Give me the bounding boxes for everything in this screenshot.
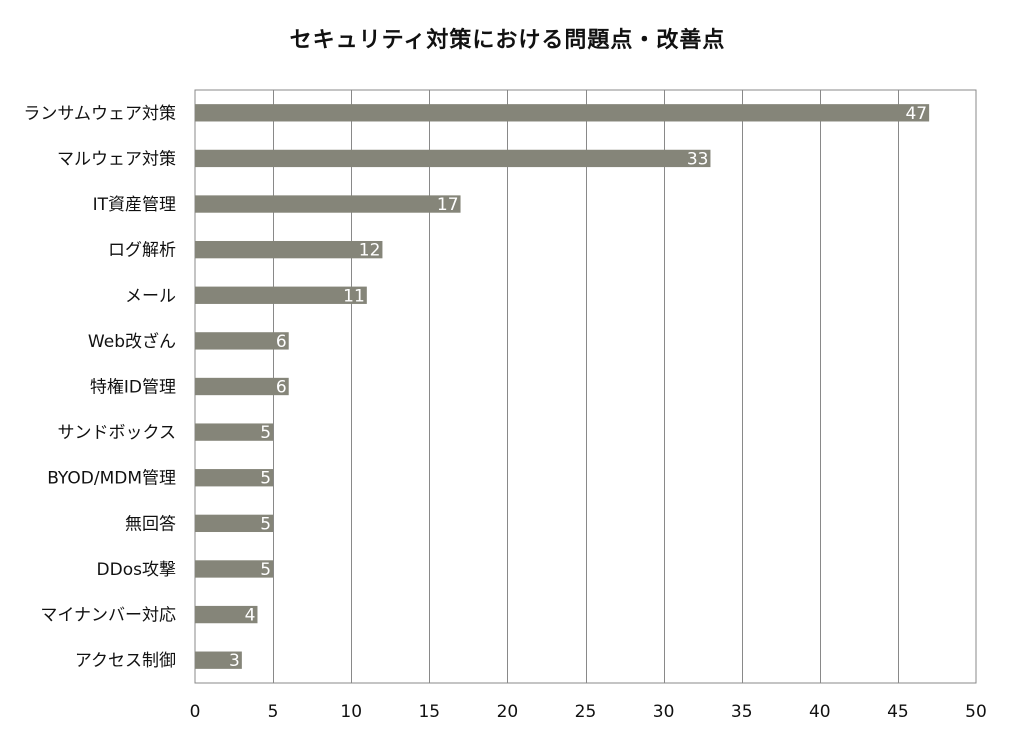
x-tick-label: 30 [653,702,675,722]
chart-title: セキュリティ対策における問題点・改善点 [289,28,726,53]
bar [195,514,274,533]
x-tick-label: 45 [887,702,909,722]
category-label: Web改ざん [88,331,176,352]
category-label: マルウェア対策 [57,149,176,169]
data-label: 5 [260,514,271,534]
bar [195,104,930,122]
x-tick-label: 20 [497,702,519,722]
category-label: IT資産管理 [93,195,176,215]
x-tick-label: 5 [268,702,279,722]
category-label: メール [125,286,176,306]
bar [195,240,383,259]
data-label: 5 [260,423,271,443]
category-label: サンドボックス [58,423,177,443]
plot-area-border [194,89,977,684]
x-tick-label: 35 [731,702,753,722]
category-label: アクセス制御 [75,651,176,671]
data-label: 5 [260,469,271,489]
data-label: 33 [687,149,709,169]
category-label: DDos攻撃 [97,560,176,580]
data-label: 4 [245,606,256,626]
bar [195,286,367,304]
bar [195,560,274,578]
data-label: 6 [276,332,287,352]
category-label: BYOD/MDM管理 [47,469,176,489]
category-label: ログ解析 [108,241,176,261]
data-label: 17 [437,195,459,215]
bar [195,605,258,624]
bar [195,651,242,669]
bar [195,149,711,168]
data-label: 5 [260,560,271,580]
data-label: 47 [905,104,927,124]
data-label: 6 [276,378,287,398]
x-tick-label: 25 [575,702,597,722]
x-tick-label: 50 [965,702,987,722]
bar [195,377,289,396]
bar [195,195,461,213]
x-tick-label: 0 [190,702,201,722]
data-label: 12 [359,241,381,261]
category-label: 特権ID管理 [90,378,176,398]
bar [195,423,274,441]
data-label: 3 [229,651,240,671]
category-label: マイナンバー対応 [40,606,176,626]
category-label: 無回答 [125,514,176,534]
x-tick-label: 40 [809,702,831,722]
bar [195,332,289,350]
x-tick-label: 10 [340,702,362,722]
data-label: 11 [343,286,365,306]
x-tick-label: 15 [418,702,440,722]
bar [195,469,274,487]
category-label: ランサムウェア対策 [23,104,176,124]
